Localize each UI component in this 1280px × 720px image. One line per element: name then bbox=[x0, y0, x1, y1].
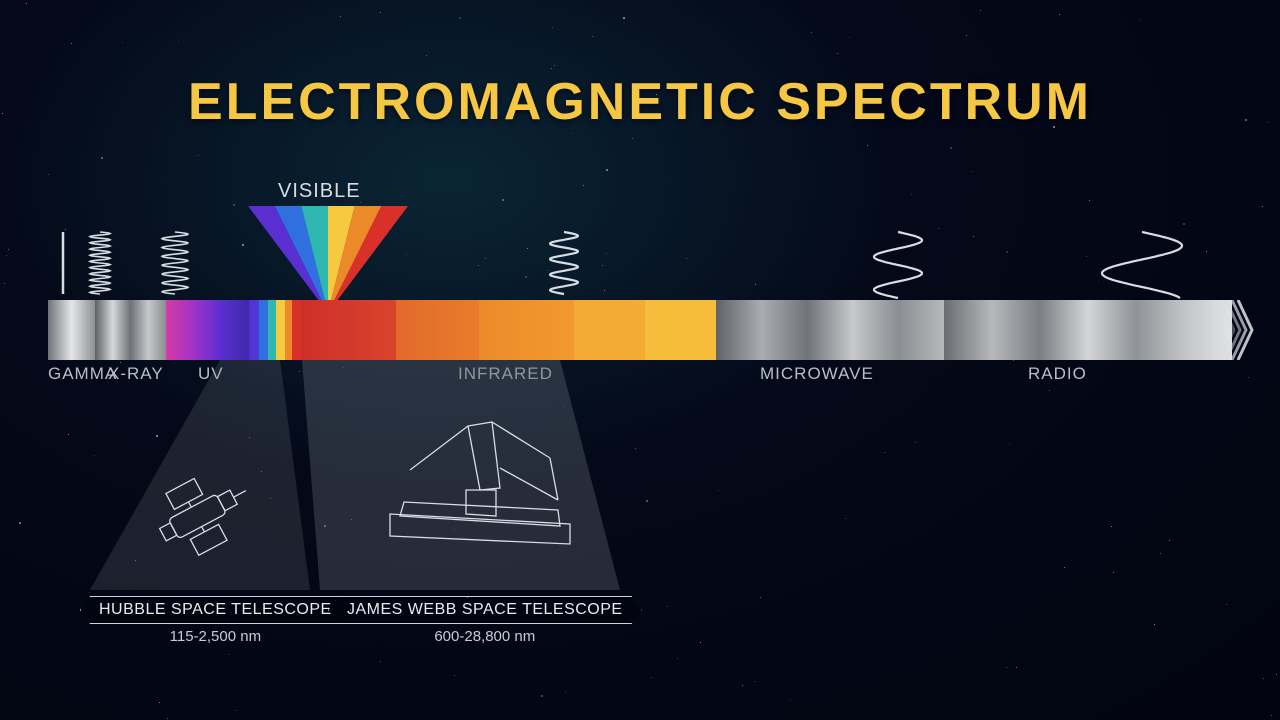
spectrum-bar bbox=[48, 300, 1232, 360]
visible-band-label: VISIBLE bbox=[278, 180, 361, 203]
spectrum-segment-vis-violet bbox=[249, 300, 258, 360]
spectrum-segment-vis-orange bbox=[285, 300, 292, 360]
spectrum-segment-ir2 bbox=[396, 300, 479, 360]
spectrum-segment-radio bbox=[944, 300, 1232, 360]
spectrum-segment-vis-cyan bbox=[268, 300, 276, 360]
spectrum-segment-vis-yellow bbox=[276, 300, 284, 360]
visible-prism-icon bbox=[248, 206, 408, 300]
uv-wave-icon bbox=[160, 230, 190, 296]
hubble-label-block: HUBBLE SPACE TELESCOPE 115-2,500 nm bbox=[80, 596, 351, 645]
spectrum-segment-xray bbox=[95, 300, 166, 360]
page-title: ELECTROMAGNETIC SPECTRUM bbox=[0, 72, 1280, 132]
jwst-name: JAMES WEBB SPACE TELESCOPE bbox=[328, 596, 642, 624]
gamma-wave-icon bbox=[60, 230, 66, 296]
spectrum-segment-ir5 bbox=[645, 300, 716, 360]
spectrum-segment-vis-blue bbox=[259, 300, 268, 360]
radio-wave-icon bbox=[1100, 230, 1184, 300]
ir-wave-icon bbox=[548, 230, 580, 296]
microwave-wave-icon bbox=[872, 230, 924, 300]
jwst-label-block: JAMES WEBB SPACE TELESCOPE 600-28,800 nm bbox=[328, 596, 642, 645]
spectrum-segment-ir4 bbox=[574, 300, 645, 360]
hubble-name: HUBBLE SPACE TELESCOPE bbox=[80, 596, 351, 624]
spectrum-segment-microwave bbox=[716, 300, 945, 360]
spectrum-segment-ir1 bbox=[301, 300, 396, 360]
spectrum-segment-gamma bbox=[48, 300, 95, 360]
spectrum-segment-ir3 bbox=[479, 300, 574, 360]
jwst-range-cone bbox=[0, 360, 1280, 600]
xray-wave-icon bbox=[88, 230, 112, 296]
spectrum-segment-uv bbox=[166, 300, 249, 360]
jwst-range: 600-28,800 nm bbox=[328, 628, 642, 645]
spectrum-segment-vis-red bbox=[292, 300, 301, 360]
hubble-range: 115-2,500 nm bbox=[80, 628, 351, 645]
